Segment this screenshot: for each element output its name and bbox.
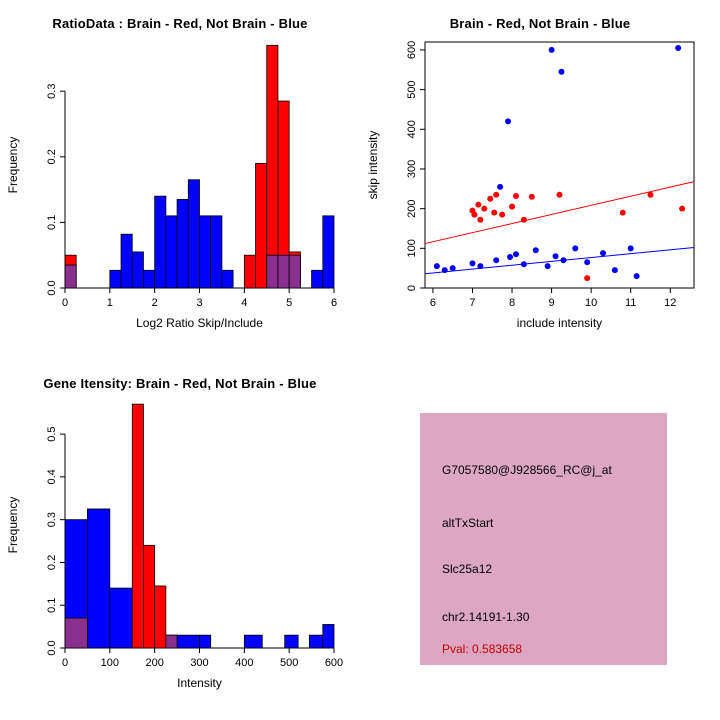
svg-text:4: 4: [241, 297, 247, 309]
svg-text:5: 5: [286, 297, 292, 309]
ratio-histogram-panel: 0 1 2 3 4 5 6 0.0 0.1 0.2 0.3 RatioData : Brain - …: [0, 0, 360, 360]
svg-text:300: 300: [406, 160, 418, 178]
svg-text:11: 11: [625, 297, 636, 309]
svg-text:2: 2: [152, 297, 158, 309]
svg-text:12: 12: [664, 297, 676, 309]
intensity-scatter-ylabel: skip intensity: [366, 130, 380, 200]
svg-text:8: 8: [509, 297, 515, 309]
probe-id-text: G7057580@J928566_RC@j_at: [442, 463, 612, 477]
svg-text:500: 500: [280, 657, 298, 669]
gene-intensity-histogram-panel: 0 100 200 300 400 500 600 0.0 0.1 0.2 0.3 0.4 0.5 Ge…: [0, 360, 360, 720]
ratio-histogram-plot: 0 1 2 3 4 5 6 0.0 0.1 0.2 0.3: [46, 44, 337, 309]
svg-text:0.1: 0.1: [46, 598, 58, 613]
gene-info-box: G7057580@J928566_RC@j_at altTxStart Slc2…: [420, 413, 667, 665]
gene-info-panel: G7057580@J928566_RC@j_at altTxStart Slc2…: [360, 360, 720, 720]
svg-text:0.3: 0.3: [46, 84, 58, 99]
svg-text:6: 6: [430, 297, 436, 309]
intensity-scatter-plot: 6 7 8 9 10 11 12 0 100 200 300 400 500 600: [406, 41, 695, 309]
ratio-histogram-ylabel: Frequency: [6, 136, 20, 194]
ratio-histogram-title: RatioData : Brain - Red, Not Brain - Blu…: [52, 16, 308, 31]
gene-intensity-histogram-title: Gene Itensity: Brain - Red, Not Brain - …: [43, 376, 317, 391]
svg-text:200: 200: [406, 199, 418, 217]
svg-text:0: 0: [62, 657, 68, 669]
svg-text:3: 3: [196, 297, 202, 309]
svg-text:0.1: 0.1: [46, 215, 58, 230]
svg-text:400: 400: [235, 657, 253, 669]
svg-text:100: 100: [406, 239, 418, 257]
svg-text:1: 1: [107, 297, 113, 309]
svg-text:600: 600: [406, 41, 418, 59]
svg-text:9: 9: [549, 297, 555, 309]
svg-text:0.0: 0.0: [46, 280, 58, 295]
svg-text:100: 100: [101, 657, 119, 669]
svg-text:0: 0: [406, 285, 418, 291]
genomic-location-text: chr2.14191-1.30: [442, 610, 530, 624]
svg-text:0.0: 0.0: [46, 640, 58, 655]
pval-text: Pval: 0.583658: [442, 642, 523, 656]
svg-text:500: 500: [406, 80, 418, 98]
svg-text:200: 200: [145, 657, 163, 669]
gene-intensity-histogram-plot: 0 100 200 300 400 500 600 0.0 0.1 0.2 0.3 0.4 0.5: [46, 403, 343, 669]
svg-text:0.2: 0.2: [46, 149, 58, 164]
gene-intensity-histogram-ylabel: Frequency: [6, 496, 20, 554]
svg-text:0.3: 0.3: [46, 512, 58, 527]
svg-text:400: 400: [406, 120, 418, 138]
svg-text:300: 300: [190, 657, 208, 669]
svg-text:7: 7: [469, 297, 475, 309]
svg-text:10: 10: [585, 297, 597, 309]
svg-text:0.2: 0.2: [46, 555, 58, 570]
svg-text:6: 6: [331, 297, 337, 309]
gene-symbol-text: Slc25a12: [442, 562, 493, 576]
intensity-scatter-panel: 6 7 8 9 10 11 12 0 100 200 300 400 500 600 Brain - Re…: [360, 0, 720, 360]
svg-text:0.4: 0.4: [46, 469, 58, 484]
svg-text:0.5: 0.5: [46, 426, 58, 441]
svg-text:0: 0: [62, 297, 68, 309]
event-type-text: altTxStart: [442, 516, 494, 530]
ratio-histogram-xlabel: Log2 Ratio Skip/Include: [136, 316, 263, 330]
intensity-scatter-xlabel: include intensity: [516, 316, 603, 330]
intensity-scatter-title: Brain - Red, Not Brain - Blue: [449, 16, 631, 31]
svg-text:600: 600: [325, 657, 343, 669]
gene-intensity-histogram-xlabel: Intensity: [177, 676, 222, 690]
